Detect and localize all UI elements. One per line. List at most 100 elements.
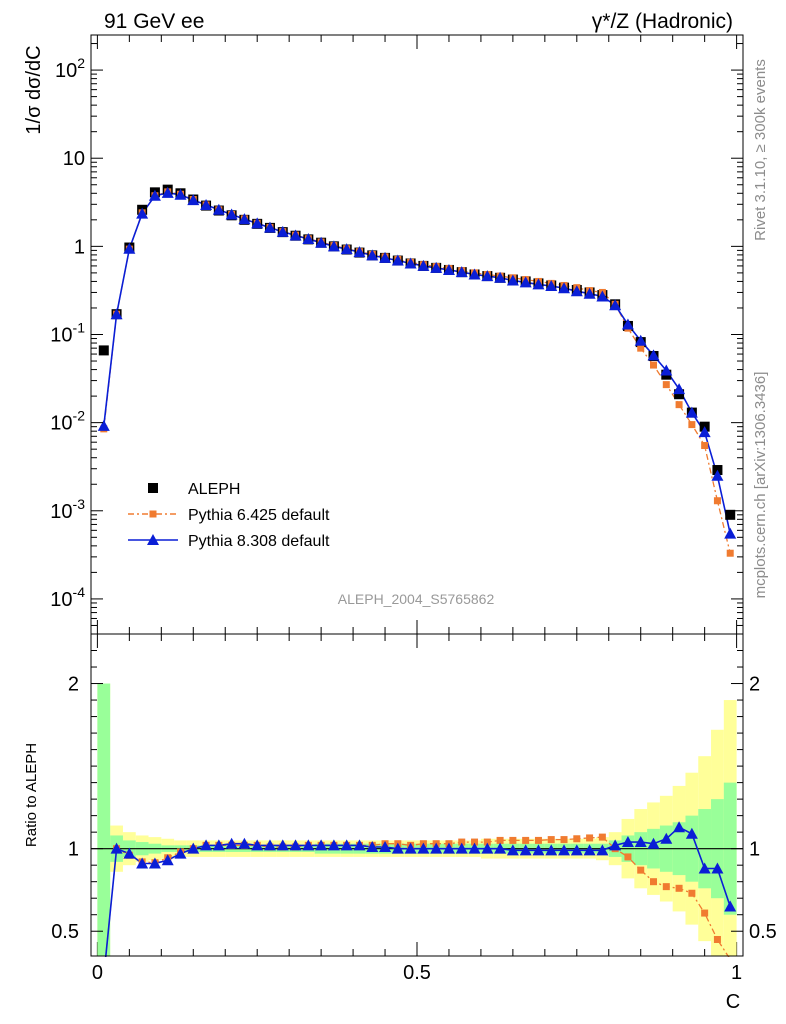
ratio-pythia-8-308-default-point bbox=[366, 841, 379, 853]
ratio-pythia-8-308-default-point bbox=[685, 827, 698, 839]
ratio-y-tick-label-right: 0.5 bbox=[749, 921, 777, 943]
pythia-6-425-default-point bbox=[662, 381, 670, 389]
ratio-y-tick-label: 0.5 bbox=[51, 921, 79, 943]
pythia-8-308-default-point bbox=[276, 225, 289, 237]
pythia-8-308-default-point bbox=[136, 207, 149, 219]
ratio-pythia-8-308-default-point bbox=[596, 844, 609, 856]
pythia-8-308-default-point bbox=[545, 280, 558, 292]
ratio-pythia-8-308-default-point bbox=[532, 844, 545, 856]
ratio-pythia-6-425-default-point bbox=[688, 889, 696, 897]
aleph-point bbox=[98, 345, 109, 356]
header-right: γ*/Z (Hadronic) bbox=[592, 10, 733, 33]
pythia-8-308-default-point bbox=[148, 189, 161, 201]
ratio-pythia-6-425-default-point bbox=[675, 884, 683, 892]
ratio-pythia-6-425-default-point bbox=[662, 883, 670, 891]
ratio-pythia-8-308-default-point bbox=[430, 842, 443, 854]
ratio-pythia-6-425-default-point bbox=[458, 838, 466, 846]
y-axis-label: 1/σ dσ/dC bbox=[23, 45, 45, 134]
ratio-pythia-6-425-default-point bbox=[522, 836, 530, 844]
pythia-8-308-default-point bbox=[570, 285, 583, 297]
ratio-pythia-8-308-default-point bbox=[289, 839, 302, 851]
ratio-pythia-8-308-default-point bbox=[340, 839, 353, 851]
ratio-pythia-8-308-default-point bbox=[698, 862, 711, 874]
pythia-8-308-default-point bbox=[110, 308, 123, 320]
pythia-8-308-default-point bbox=[391, 254, 404, 266]
x-tick-label: 0 bbox=[92, 962, 103, 984]
ratio-pythia-8-308-default-point bbox=[123, 847, 136, 859]
pythia-8-308-default-point bbox=[685, 406, 698, 418]
ratio-band-inner bbox=[97, 683, 111, 956]
pythia-8-308-default-point bbox=[263, 221, 276, 233]
pythia-8-308-default-point bbox=[417, 259, 430, 271]
ratio-pythia-8-308-default-point bbox=[711, 862, 724, 874]
pythia-6-425-default-point bbox=[650, 361, 658, 369]
y-tick-label: 10-4 bbox=[50, 584, 85, 611]
pythia-6-425-default-point bbox=[637, 344, 645, 352]
mcplots-reference-label: mcplots.cern.ch [arXiv:1306.3436] bbox=[752, 372, 769, 599]
ratio-pythia-8-308-default-point bbox=[391, 842, 404, 854]
pythia-8-308-default-point bbox=[532, 278, 545, 290]
ratio-pythia-6-425-default-point bbox=[496, 836, 504, 844]
pythia-6-425-default-legend-marker bbox=[149, 510, 157, 518]
ratio-pythia-8-308-default-point bbox=[468, 842, 481, 854]
ratio-pythia-6-425-default-point bbox=[637, 866, 645, 874]
ratio-pythia-8-308-default-point bbox=[148, 857, 161, 869]
pythia-8-308-default-point bbox=[711, 469, 724, 481]
ratio-pythia-8-308-default-point bbox=[506, 844, 519, 856]
pythia-8-308-default-point bbox=[481, 270, 494, 282]
rivet-version-label: Rivet 3.1.10, ≥ 300k events bbox=[752, 59, 769, 241]
ratio-pythia-8-308-default-point bbox=[212, 839, 225, 851]
ratio-pythia-8-308-default-point bbox=[302, 839, 315, 851]
pythia-8-308-default-point bbox=[161, 186, 174, 198]
ratio-pythia-6-425-default-point bbox=[509, 836, 517, 844]
pythia-8-308-default-point bbox=[468, 268, 481, 280]
legend-label-pythia-8-308-default: Pythia 8.308 default bbox=[188, 533, 330, 550]
ratio-clip-mask bbox=[87, 957, 747, 997]
ratio-pythia-8-308-default-point bbox=[200, 839, 213, 851]
ratio-y-tick-label-right: 2 bbox=[749, 674, 760, 696]
ratio-pythia-8-308-default-point bbox=[404, 842, 417, 854]
ratio-pythia-8-308-default-point bbox=[136, 857, 149, 869]
pythia-8-308-default-point bbox=[340, 243, 353, 255]
pythia-8-308-default-point bbox=[596, 290, 609, 302]
ratio-y-axis-label: Ratio to ALEPH bbox=[23, 743, 40, 847]
pythia-8-308-default-point bbox=[200, 198, 213, 210]
pythia-8-308-default-point bbox=[315, 236, 328, 248]
pythia-8-308-default-point bbox=[673, 383, 686, 395]
ratio-pythia-8-308-default-point bbox=[519, 844, 532, 856]
ratio-pythia-8-308-default-point bbox=[494, 842, 507, 854]
ratio-pythia-8-308-default-point bbox=[225, 837, 238, 849]
pythia-8-308-default-point bbox=[366, 249, 379, 261]
pythia-8-308-default-point bbox=[225, 208, 238, 220]
ratio-pythia-8-308-default-point bbox=[379, 841, 392, 853]
ratio-y-tick-label: 2 bbox=[68, 674, 79, 696]
pythia-8-308-default-legend-marker bbox=[147, 534, 159, 545]
ratio-pythia-8-308-default-point bbox=[545, 844, 558, 856]
ratio-y-tick-label: 1 bbox=[68, 839, 79, 861]
pythia-8-308-default-point bbox=[353, 246, 366, 258]
aleph-point bbox=[725, 509, 736, 520]
ratio-pythia-6-425-default-point bbox=[650, 878, 658, 886]
pythia-8-308-default-point bbox=[609, 299, 622, 311]
ratio-frame bbox=[90, 633, 744, 957]
ratio-pythia-6-425-default-point bbox=[713, 935, 721, 943]
y-tick-label: 10-1 bbox=[50, 320, 85, 347]
pythia-8-308-default-point bbox=[621, 318, 634, 330]
legend: ALEPH Pythia 6.425 default Pythia 8.308 de… bbox=[128, 481, 330, 550]
ratio-pythia-8-308-default-point bbox=[442, 842, 455, 854]
y-tick-label: 10-3 bbox=[50, 496, 85, 523]
pythia-6-425-default-point bbox=[675, 401, 683, 409]
pythia-8-308-default-point bbox=[583, 287, 596, 299]
pythia-8-308-default-point bbox=[506, 274, 519, 286]
ratio-pythia-8-308-default-point bbox=[161, 854, 174, 866]
pythia-6-425-default-point bbox=[688, 421, 696, 429]
ratio-pythia-8-308-default-point bbox=[353, 839, 366, 851]
ratio-pythia-6-425-default-point bbox=[701, 909, 709, 917]
pythia-8-308-default-point bbox=[724, 527, 737, 539]
ratio-pythia-8-308-default-point bbox=[327, 839, 340, 851]
pythia-6-425-default-line bbox=[103, 191, 731, 554]
ratio-pythia-8-308-default-point bbox=[187, 842, 200, 854]
ratio-pythia-8-308-default-point bbox=[673, 821, 686, 833]
ratio-panel: 0 0.5 1 0.5 0.5 1 1 2 2 bbox=[51, 633, 777, 997]
